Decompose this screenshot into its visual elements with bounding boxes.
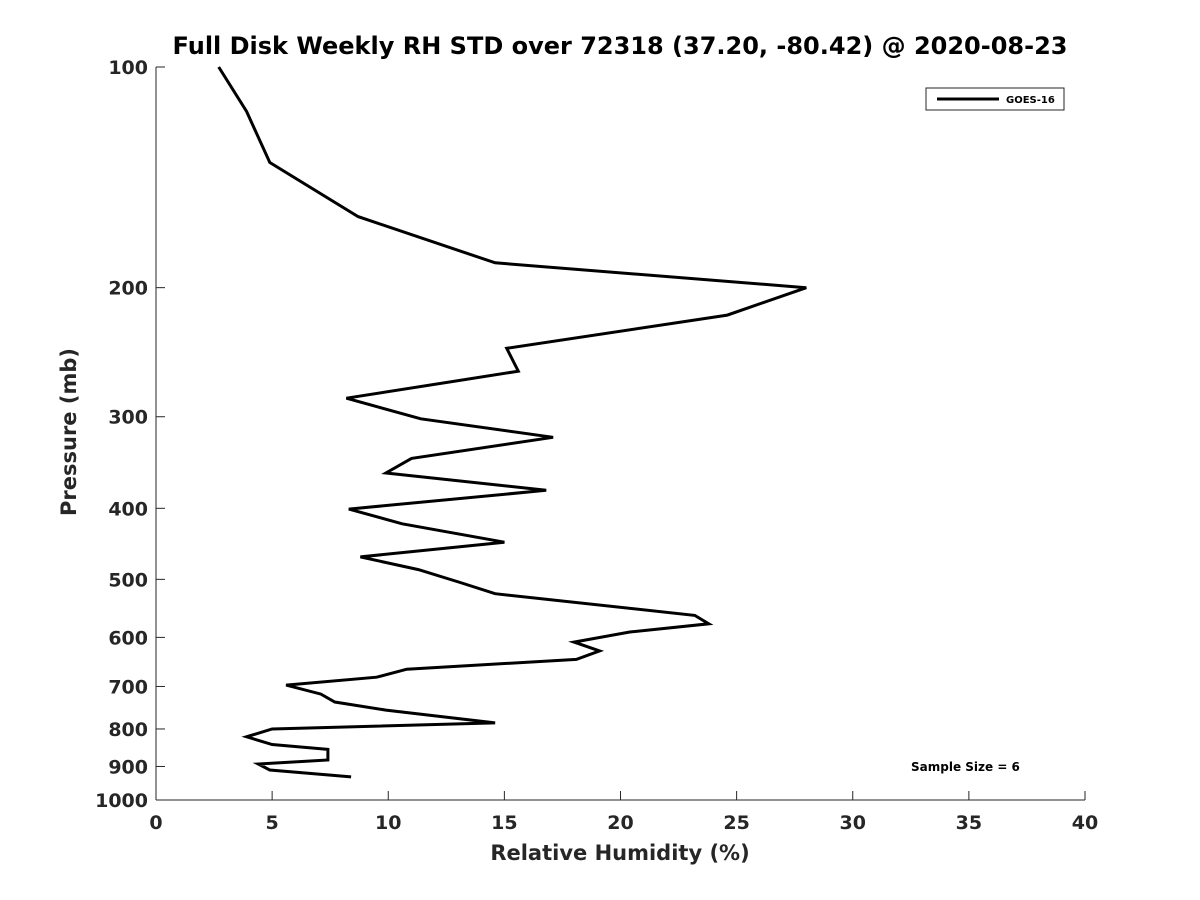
series-line-goes-16 xyxy=(217,66,807,779)
y-axis-ticks: 100 200 300 400 500 600 700 800 900 1000 xyxy=(95,57,165,812)
y-tick-label: 800 xyxy=(108,719,148,741)
x-tick-label: 15 xyxy=(491,812,517,834)
y-tick-label: 600 xyxy=(108,627,148,649)
series-layer xyxy=(217,66,807,779)
x-tick-label: 20 xyxy=(607,812,633,834)
legend: GOES-16 xyxy=(925,87,1065,111)
x-tick-label: 10 xyxy=(375,812,401,834)
x-axis-label: Relative Humidity (%) xyxy=(490,841,749,865)
y-tick-label: 100 xyxy=(108,57,148,79)
x-tick-label: 5 xyxy=(266,812,279,834)
y-tick-label: 700 xyxy=(108,676,148,698)
sample-size-annotation: Sample Size = 6 xyxy=(911,760,1020,774)
x-tick-label: 35 xyxy=(956,812,982,834)
plot-area: 0 5 10 15 20 25 30 35 40 100 200 300 400 500 600 700 80… xyxy=(95,57,1098,834)
y-tick-label: 1000 xyxy=(95,790,148,812)
x-tick-label: 25 xyxy=(723,812,749,834)
chart-title: Full Disk Weekly RH STD over 72318 (37.2… xyxy=(173,32,1068,60)
y-tick-label: 200 xyxy=(108,278,148,300)
y-tick-label: 900 xyxy=(108,756,148,778)
y-axis-label: Pressure (mb) xyxy=(57,348,81,516)
y-tick-label: 500 xyxy=(108,569,148,591)
x-tick-label: 30 xyxy=(840,812,866,834)
x-tick-label: 0 xyxy=(149,812,162,834)
y-tick-label: 300 xyxy=(108,407,148,429)
x-tick-label: 40 xyxy=(1072,812,1098,834)
y-tick-label: 400 xyxy=(108,498,148,520)
legend-label-goes-16: GOES-16 xyxy=(1006,95,1055,106)
x-axis-ticks: 0 5 10 15 20 25 30 35 40 xyxy=(149,791,1098,834)
